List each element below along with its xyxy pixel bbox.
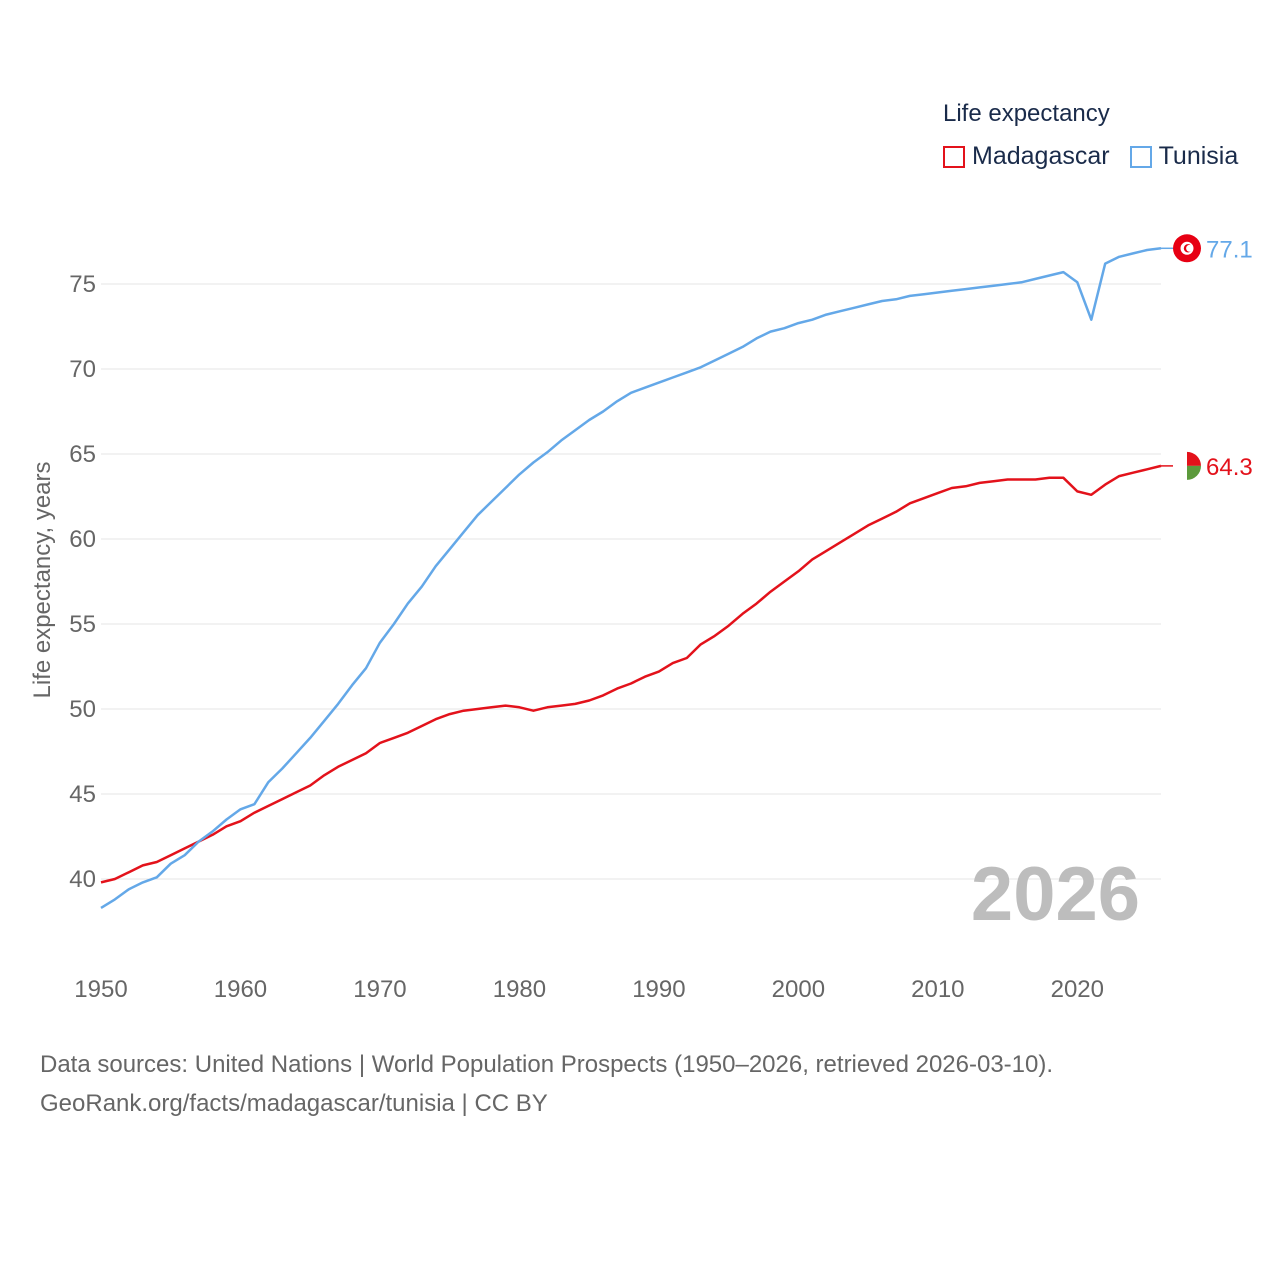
legend-swatch-tunisia bbox=[1129, 145, 1152, 168]
madagascar-flag-icon bbox=[1173, 451, 1187, 480]
legend: Madagascar Tunisia bbox=[943, 142, 1258, 171]
x-tick-label: 2000 bbox=[772, 976, 825, 1003]
y-axis-ticks: 40 45 50 55 60 65 70 75 bbox=[69, 271, 96, 893]
x-axis-ticks: 1950 1960 1970 1980 1990 2000 2010 2020 bbox=[74, 976, 1104, 1003]
end-value-label-madagascar: 64.3 bbox=[1206, 454, 1253, 481]
y-tick-label: 40 bbox=[69, 866, 96, 893]
x-tick-label: 2020 bbox=[1051, 976, 1104, 1003]
legend-label-madagascar: Madagascar bbox=[972, 142, 1110, 170]
x-tick-label: 1970 bbox=[353, 976, 406, 1003]
legend-title: Life expectancy bbox=[943, 100, 1110, 127]
legend-swatch-madagascar bbox=[943, 145, 965, 168]
legend-label-tunisia: Tunisia bbox=[1158, 142, 1239, 170]
y-tick-label: 55 bbox=[69, 611, 96, 638]
y-axis-label: Life expectancy, years bbox=[29, 461, 56, 698]
end-value-label-tunisia: 77.1 bbox=[1206, 236, 1253, 263]
y-tick-label: 75 bbox=[69, 271, 96, 298]
y-tick-label: 45 bbox=[69, 781, 96, 808]
x-tick-label: 1980 bbox=[493, 976, 546, 1003]
series-end-markers: 64.3 77.1 bbox=[1161, 234, 1253, 481]
y-tick-label: 70 bbox=[69, 356, 96, 383]
tunisia-flag-crescent-cut bbox=[1186, 244, 1193, 252]
source-line-1: Data sources: United Nations | World Pop… bbox=[40, 1051, 1054, 1078]
y-tick-label: 65 bbox=[69, 441, 96, 468]
source-credits: Data sources: United Nations | World Pop… bbox=[40, 1045, 1053, 1123]
source-line-2: GeoRank.org/facts/madagascar/tunisia | C… bbox=[40, 1090, 548, 1117]
x-tick-label: 2010 bbox=[911, 976, 964, 1003]
x-tick-label: 1960 bbox=[214, 976, 267, 1003]
series-line-tunisia bbox=[100, 247, 1162, 909]
y-tick-label: 60 bbox=[69, 526, 96, 553]
madagascar-flag-red bbox=[1187, 451, 1201, 466]
x-tick-label: 1990 bbox=[632, 976, 685, 1003]
legend-item-tunisia[interactable]: Tunisia bbox=[1129, 142, 1239, 171]
x-tick-label: 1950 bbox=[74, 976, 127, 1003]
series-lines bbox=[100, 247, 1162, 909]
y-tick-label: 50 bbox=[69, 696, 96, 723]
grid-lines bbox=[101, 283, 1161, 880]
year-watermark: 2026 bbox=[971, 852, 1140, 937]
series-line-madagascar bbox=[100, 464, 1162, 884]
madagascar-flag-green bbox=[1187, 465, 1201, 480]
legend-item-madagascar[interactable]: Madagascar bbox=[943, 142, 1110, 171]
